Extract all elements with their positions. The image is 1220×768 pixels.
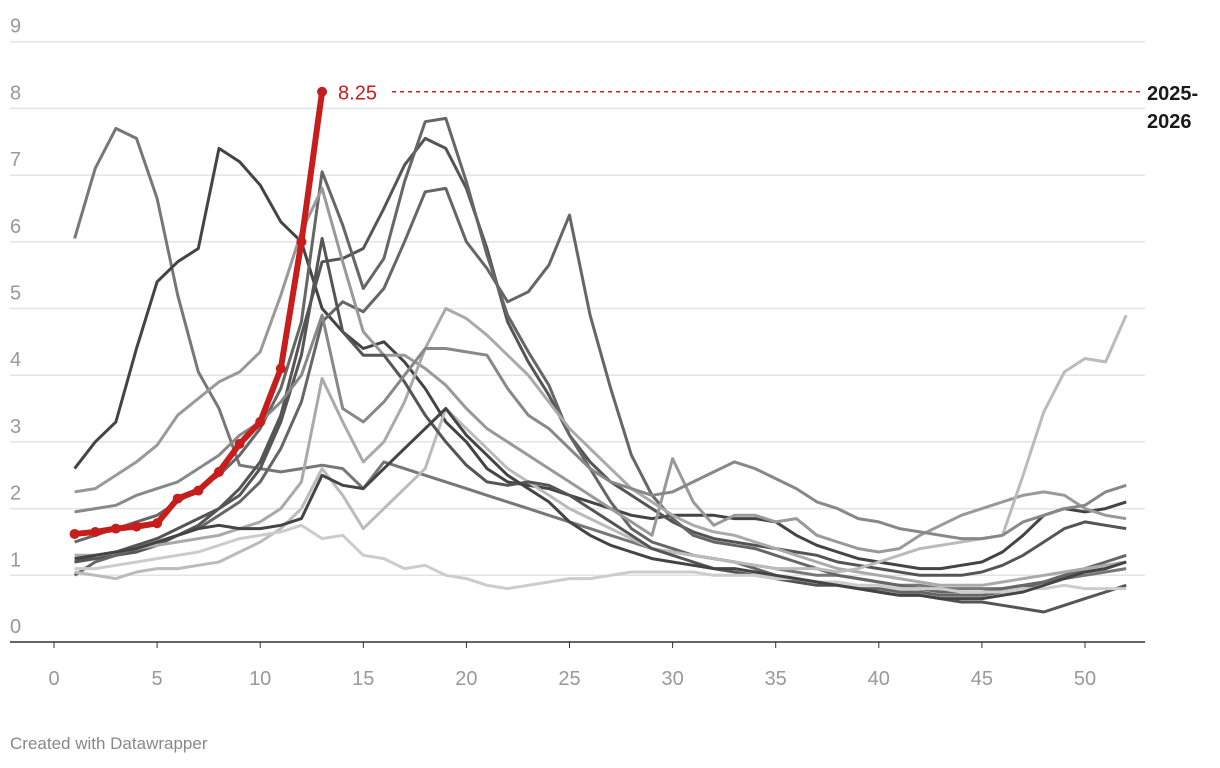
- highlight-point: [296, 236, 307, 247]
- highlight-point: [172, 493, 183, 504]
- highlight-series-name-line1: 2025-: [1147, 83, 1198, 105]
- highlight-value-label: 8.25: [338, 83, 377, 105]
- y-tick-label: 0: [10, 616, 21, 638]
- x-tick-label: 40: [868, 668, 890, 690]
- x-tick-label: 10: [249, 668, 271, 690]
- season-line: [74, 186, 1127, 554]
- season-line: [74, 314, 1128, 581]
- x-tick-label: 35: [765, 668, 787, 690]
- y-tick-label: 6: [10, 216, 21, 238]
- y-tick-label: 1: [10, 549, 21, 571]
- highlight-point: [213, 466, 224, 477]
- highlight-point: [131, 521, 142, 532]
- season-line: [74, 307, 1127, 587]
- season-line: [74, 523, 1127, 594]
- highlight-point: [193, 485, 204, 496]
- y-tick-label: 7: [10, 149, 21, 171]
- y-tick-label: 3: [10, 416, 21, 438]
- y-tick-label: 4: [10, 349, 21, 371]
- x-axis-ticks: 0 5 10 15 20 25 30 35 40 45 50: [48, 642, 1096, 690]
- season-line: [73, 146, 1127, 571]
- y-tick-label: 2: [10, 483, 21, 505]
- highlight-point: [90, 526, 101, 537]
- x-tick-label: 45: [971, 668, 993, 690]
- highlight-point: [234, 438, 245, 449]
- highlight-series: [69, 86, 328, 539]
- highlight-point: [69, 528, 80, 539]
- x-tick-label: 15: [352, 668, 374, 690]
- season-line: [74, 136, 1127, 577]
- highlight-point: [152, 518, 163, 529]
- highlight-series-name-line2: 2026: [1147, 111, 1192, 133]
- x-tick-label: 30: [661, 668, 683, 690]
- highlight-point: [275, 363, 286, 374]
- x-tick-label: 25: [558, 668, 580, 690]
- highlight-point: [110, 523, 121, 534]
- x-tick-label: 20: [455, 668, 477, 690]
- highlight-point: [317, 86, 328, 97]
- footer-credit: Created with Datawrapper: [10, 734, 208, 753]
- season-line: [74, 116, 1127, 597]
- x-tick-label: 50: [1074, 668, 1096, 690]
- y-tick-label: 9: [10, 16, 21, 38]
- y-tick-label: 5: [10, 283, 21, 305]
- highlight-point: [255, 416, 266, 427]
- y-tick-label: 8: [10, 82, 21, 104]
- y-axis-ticks: 0 1 2 3 4 5 6 7 8 9: [10, 16, 21, 638]
- background-series: [73, 116, 1128, 614]
- x-tick-label: 5: [152, 668, 163, 690]
- season-line: [73, 126, 1127, 591]
- season-line: [74, 407, 1127, 601]
- gridlines: [10, 40, 1145, 643]
- season-line: [74, 237, 1127, 614]
- season-line: [73, 186, 1127, 594]
- x-tick-label: 0: [48, 668, 59, 690]
